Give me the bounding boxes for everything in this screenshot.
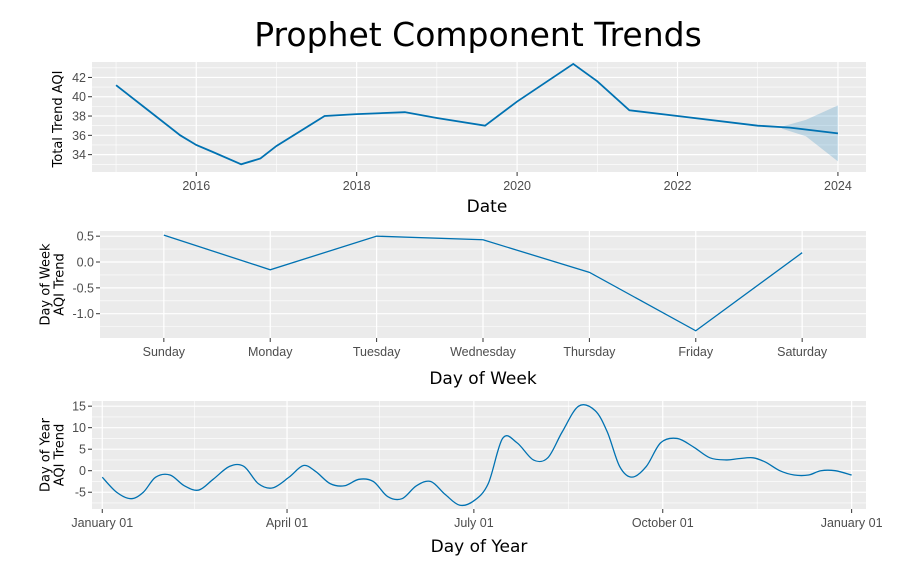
yearly-series-line [101, 404, 852, 507]
x-axis-label: Day of Year [431, 537, 528, 557]
x-tick-label: 2024 [824, 179, 852, 193]
chart-title: Prophet Component Trends [254, 15, 702, 54]
y-tick-label: 0.5 [77, 230, 94, 244]
x-tick-label: April 01 [266, 516, 308, 530]
y-axis-label-line: AQI Trend [53, 424, 68, 486]
y-tick-label: 36 [72, 129, 86, 143]
weekly-series-line [163, 234, 803, 332]
x-tick-label: Friday [678, 345, 713, 359]
x-tick-label: July 01 [454, 516, 494, 530]
y-axis-label: Total Trend AQI [51, 71, 66, 169]
y-tick-label: 0.0 [77, 256, 94, 270]
y-tick-label: 38 [72, 110, 86, 124]
y-tick-label: -0.5 [72, 281, 94, 295]
x-tick-label: 2016 [182, 179, 210, 193]
x-tick-label: Wednesday [450, 345, 517, 359]
y-axis-label-line: AQI Trend [53, 253, 68, 315]
plot-background [92, 62, 866, 172]
x-tick-label: Saturday [777, 345, 828, 359]
yearly-panel: 15 10 5 0 -5 January 01 April 01 July 01 October… [38, 400, 882, 557]
x-axis-label: Day of Week [429, 369, 536, 389]
y-tick-label: 34 [72, 148, 86, 162]
x-tick-label: Sunday [143, 345, 186, 359]
y-axis-label-line: Day of Year [38, 417, 53, 492]
y-axis-label: Day of WeekAQI Trend [38, 243, 67, 326]
x-tick-label: January 01 [71, 516, 133, 530]
uncertainty-band [781, 105, 838, 162]
x-tick-label: Thursday [563, 345, 616, 359]
y-tick-label: 15 [72, 400, 86, 414]
x-axis-label: Date [467, 197, 508, 217]
x-tick-label: Tuesday [353, 345, 401, 359]
y-axis-label: Day of YearAQI Trend [38, 417, 67, 492]
x-tick-label: 2022 [664, 179, 692, 193]
y-tick-label: 0 [79, 464, 86, 478]
plot-background [92, 401, 866, 509]
trend-series-line [115, 62, 839, 166]
x-tick-label: 2018 [343, 179, 371, 193]
weekly-panel: 0.5 0.0 -0.5 -1.0 Sunday Monday Tuesday Wednesd… [38, 230, 866, 389]
y-tick-label: 5 [79, 443, 86, 457]
x-tick-label: Monday [248, 345, 293, 359]
y-tick-label: 10 [72, 421, 86, 435]
y-tick-label: 42 [72, 71, 86, 85]
x-tick-label: January 01 [821, 516, 883, 530]
trend-panel: 34 36 38 40 42 2016 2018 2020 2022 2024 Date Total … [51, 62, 866, 217]
y-tick-label: -5 [75, 486, 86, 500]
x-tick-label: 2020 [503, 179, 531, 193]
x-tick-label: October 01 [632, 516, 694, 530]
y-tick-label: -1.0 [72, 307, 94, 321]
y-tick-label: 40 [72, 90, 86, 104]
y-axis-label-line: Day of Week [38, 243, 53, 326]
